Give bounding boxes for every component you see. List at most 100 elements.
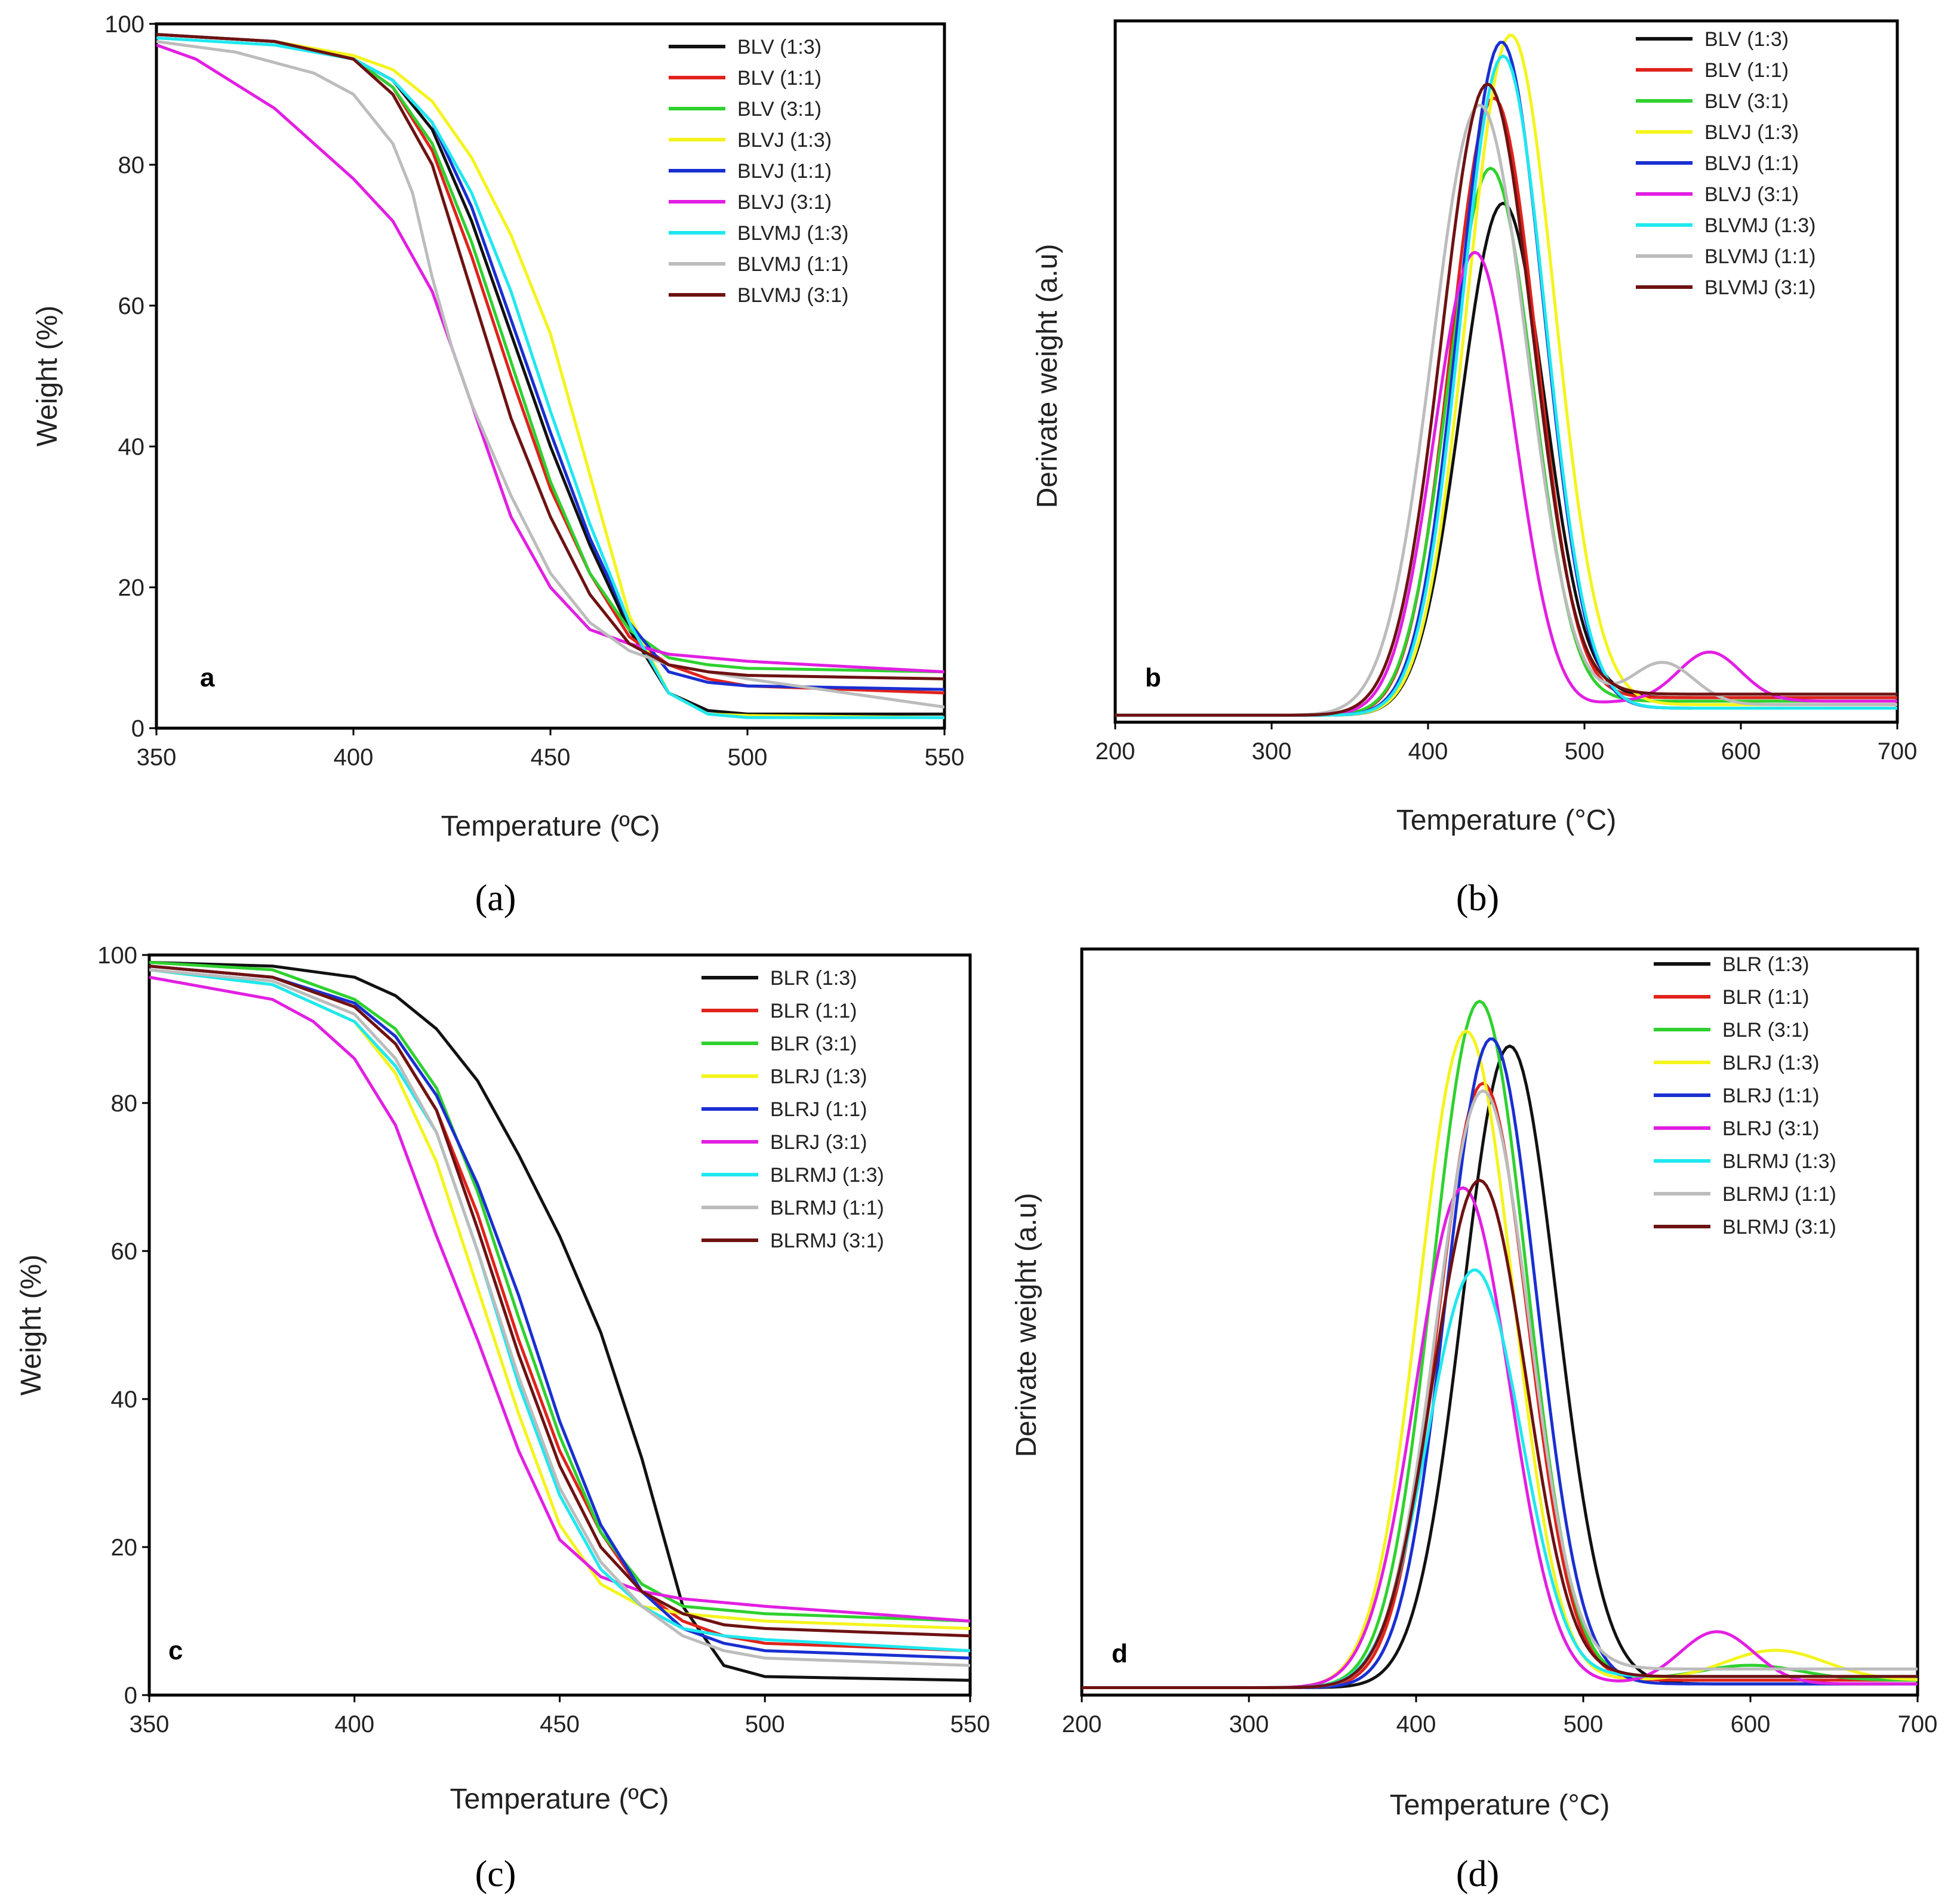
legend-label: BLVMJ (1:1) bbox=[737, 253, 848, 276]
plot-frame bbox=[1080, 947, 1919, 1697]
series-line-9 bbox=[149, 965, 970, 1638]
legend-label: BLRMJ (3:1) bbox=[770, 1230, 884, 1252]
panel-letter: d bbox=[1112, 1639, 1128, 1668]
x-tick-label: 500 bbox=[1565, 738, 1605, 765]
y-axis-label: Weight (%) bbox=[16, 1255, 47, 1396]
legend-label: BLV (1:3) bbox=[737, 36, 821, 58]
legend-label: BLVMJ (1:1) bbox=[1704, 245, 1815, 268]
legend-label: BLRMJ (1:1) bbox=[1722, 1183, 1836, 1206]
legend-label: BLR (1:1) bbox=[770, 1000, 857, 1022]
y-tick-label: 80 bbox=[118, 152, 145, 178]
x-tick-label: 400 bbox=[1408, 738, 1448, 765]
x-tick-label: 700 bbox=[1878, 738, 1918, 765]
x-tick-label: 350 bbox=[130, 1711, 170, 1737]
y-tick-label: 0 bbox=[131, 716, 144, 742]
legend-label: BLRJ (1:1) bbox=[1722, 1085, 1820, 1107]
legend-label: BLV (1:3) bbox=[1704, 28, 1789, 51]
plot-frame bbox=[1113, 19, 1899, 724]
y-tick-label: 0 bbox=[124, 1683, 137, 1709]
y-tick-label: 60 bbox=[111, 1238, 138, 1265]
x-axis-ticks: 350 400 450 500 550 bbox=[130, 1695, 990, 1737]
legend-label: BLVJ (1:3) bbox=[1704, 121, 1799, 144]
series-line-7 bbox=[156, 36, 944, 719]
x-axis-ticks: 200 300 400 500 600 700 bbox=[1096, 722, 1918, 765]
x-tick-label: 300 bbox=[1229, 1711, 1269, 1737]
x-tick-label: 500 bbox=[728, 744, 768, 771]
y-tick-label: 40 bbox=[111, 1387, 138, 1413]
legend-label: BLRMJ (3:1) bbox=[1722, 1216, 1836, 1238]
x-axis-label: Temperature (°C) bbox=[1390, 1789, 1610, 1821]
x-tick-label: 200 bbox=[1062, 1711, 1102, 1737]
series-line-9 bbox=[156, 33, 944, 680]
legend-label: BLV (3:1) bbox=[737, 98, 821, 121]
legend-label: BLRMJ (1:3) bbox=[770, 1164, 884, 1187]
panel-letter: c bbox=[168, 1636, 183, 1665]
legend-label: BLVJ (1:1) bbox=[737, 160, 832, 183]
legend-label: BLR (1:3) bbox=[770, 967, 857, 990]
x-tick-label: 400 bbox=[334, 744, 374, 771]
x-tick-label: 500 bbox=[745, 1711, 785, 1737]
series-line-9 bbox=[1115, 82, 1897, 717]
legend: BLV (1:3) BLV (1:1) BLV (3:1) BLVJ (1:3) BLV… bbox=[1636, 28, 1815, 299]
x-tick-label: 550 bbox=[950, 1711, 990, 1737]
panel-caption: (c) bbox=[475, 1854, 516, 1894]
panel-d: 200 300 400 500 600 700 BLR (1:3)BLR (1:1)BLR… bbox=[1011, 947, 1937, 1894]
y-axis-label: Derivate weight (a.u) bbox=[1032, 244, 1063, 509]
x-axis-ticks: 350 400 450 500 550 bbox=[137, 728, 965, 771]
series-line-8 bbox=[149, 968, 970, 1667]
panel-letter: b bbox=[1145, 663, 1161, 692]
y-tick-label: 20 bbox=[111, 1535, 138, 1561]
y-tick-label: 100 bbox=[104, 11, 144, 38]
y-axis-label: Derivate weight (a.u) bbox=[1011, 1193, 1042, 1458]
x-tick-label: 350 bbox=[137, 744, 177, 771]
legend: BLR (1:3) BLR (1:1) BLR (3:1) BLRJ (1:3) BLR… bbox=[1654, 953, 1836, 1238]
x-tick-label: 550 bbox=[925, 744, 965, 771]
legend-label: BLRMJ (1:3) bbox=[1722, 1150, 1836, 1173]
legend-label: BLV (1:1) bbox=[1704, 59, 1789, 82]
legend-label: BLVJ (3:1) bbox=[737, 191, 832, 214]
series-line-3 bbox=[149, 960, 970, 1623]
y-tick-label: 40 bbox=[118, 434, 145, 460]
panel-caption: (a) bbox=[475, 878, 516, 919]
x-tick-label: 300 bbox=[1252, 738, 1292, 765]
y-axis-ticks: 0 20 40 60 80 100 bbox=[104, 11, 156, 742]
x-tick-label: 400 bbox=[1396, 1711, 1436, 1737]
plot-series bbox=[156, 33, 944, 719]
series-line-6 bbox=[149, 975, 970, 1623]
x-tick-label: 200 bbox=[1096, 738, 1136, 765]
legend: BLR (1:3) BLR (1:1) BLR (3:1) BLRJ (1:3) BLR… bbox=[701, 967, 884, 1252]
legend-label: BLVJ (3:1) bbox=[1704, 183, 1799, 206]
plot-series bbox=[149, 960, 970, 1682]
legend-label: BLVMJ (1:3) bbox=[737, 222, 848, 245]
x-axis-ticks: 200 300 400 500 600 700 bbox=[1062, 1695, 1937, 1737]
series-line-7 bbox=[149, 968, 970, 1653]
plot-series bbox=[1082, 1000, 1918, 1689]
panel-caption: (d) bbox=[1456, 1854, 1499, 1894]
legend-label: BLRJ (3:1) bbox=[770, 1131, 867, 1154]
legend-label: BLV (1:1) bbox=[737, 67, 821, 90]
legend-label: BLVMJ (3:1) bbox=[737, 284, 848, 307]
y-axis-ticks: 0 20 40 60 80 100 bbox=[97, 942, 149, 1709]
x-axis-label: Temperature (ºC) bbox=[450, 1783, 669, 1815]
x-tick-label: 600 bbox=[1721, 738, 1761, 765]
legend-label: BLVJ (1:1) bbox=[1704, 152, 1799, 175]
x-axis-label: Temperature (°C) bbox=[1396, 805, 1617, 836]
y-tick-label: 20 bbox=[118, 575, 145, 601]
x-axis-label: Temperature (ºC) bbox=[441, 811, 660, 842]
x-tick-label: 400 bbox=[334, 1711, 374, 1737]
legend-label: BLRMJ (1:1) bbox=[770, 1197, 884, 1219]
legend-label: BLVMJ (3:1) bbox=[1704, 276, 1815, 299]
legend-label: BLR (1:3) bbox=[1722, 953, 1810, 976]
plot-series bbox=[1115, 33, 1897, 717]
legend-label: BLR (1:1) bbox=[1722, 986, 1810, 1009]
panel-caption: (b) bbox=[1456, 878, 1499, 919]
y-axis-label: Weight (%) bbox=[32, 306, 63, 447]
y-tick-label: 80 bbox=[111, 1090, 138, 1117]
x-tick-label: 450 bbox=[540, 1711, 580, 1737]
legend-label: BLVJ (1:3) bbox=[737, 129, 832, 152]
series-line-5 bbox=[149, 965, 970, 1660]
legend: BLV (1:3) BLV (1:1) BLV (3:1) BLVJ (1:3) BLV… bbox=[669, 36, 848, 307]
